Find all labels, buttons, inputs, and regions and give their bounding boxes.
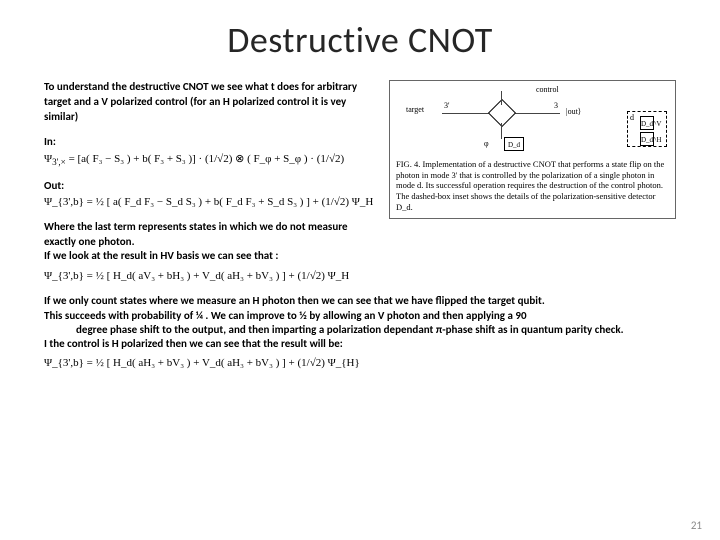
- bottom-line-1: If we only count states where we measure…: [44, 294, 676, 308]
- equation-in: Ψ3',× = [a( F₃ − S₃ ) + b( F₃ + S₃ )] · …: [44, 150, 379, 171]
- slide-container: Destructive CNOT To understand the destr…: [0, 0, 720, 540]
- where-text-2: If we look at the result in HV basis we …: [44, 249, 379, 264]
- eq-in-body: = [a( F₃ − S₃ ) + b( F₃ + S₃ )] · (1/√2)…: [69, 153, 345, 165]
- figure-4: control target 3' 3 |out⟩ φ D_d: [389, 80, 676, 219]
- slide-title: Destructive CNOT: [44, 18, 676, 62]
- out-label: Out:: [44, 179, 379, 192]
- bottom-line-3: degree phase shift to the output, and th…: [44, 323, 676, 337]
- eq-sub: 3',×: [52, 157, 66, 167]
- fig-detector-dd: D_d: [504, 137, 524, 151]
- equation-hv: Ψ_{3',b} = ½ [ H_d( aV₃ + bH₃ ) + V_d( a…: [44, 268, 379, 286]
- two-column-layout: To understand the destructive CNOT we se…: [44, 80, 676, 286]
- bottom-line-4: I the control is H polarized then we can…: [44, 337, 676, 351]
- fig-label-three: 3: [554, 101, 558, 110]
- right-column: control target 3' 3 |out⟩ φ D_d: [389, 80, 676, 286]
- page-number: 21: [691, 519, 702, 532]
- in-label: In:: [44, 135, 379, 148]
- fig-label-out: |out⟩: [566, 107, 581, 116]
- equation-final: Ψ_{3',b} = ½ [ H_d( aH₃ + bV₃ ) + V_d( a…: [44, 355, 676, 373]
- eq-psi: Ψ: [44, 153, 52, 165]
- fig-label-phi: φ: [484, 139, 489, 148]
- fig-line-down: [501, 123, 502, 139]
- fig-inset-dh: D_d^H: [640, 132, 654, 146]
- fig-inset: d D_d^V D_d^H: [627, 111, 667, 147]
- fig-label-target: target: [406, 105, 424, 114]
- fig-inset-dv: D_d^V: [640, 116, 654, 130]
- fig-inset-d: d: [630, 113, 634, 122]
- fig-label-threeprime: 3': [444, 101, 449, 110]
- figure-caption: FIG. 4. Implementation of a destructive …: [396, 159, 669, 212]
- left-column: To understand the destructive CNOT we se…: [44, 80, 379, 286]
- intro-paragraph: To understand the destructive CNOT we se…: [44, 80, 379, 125]
- where-text-1: Where the last term represents states in…: [44, 220, 379, 250]
- equation-out: Ψ_{3',b} = ½ [ a( F_d F₃ − S_d S₃ ) + b(…: [44, 194, 379, 212]
- fig-line-control: [501, 91, 502, 105]
- fig-beamsplitter: [488, 99, 516, 127]
- figure-diagram: control target 3' 3 |out⟩ φ D_d: [396, 87, 669, 155]
- bottom-line-2: This succeeds with probability of ¼ . We…: [44, 309, 676, 323]
- fig-label-control: control: [536, 85, 559, 94]
